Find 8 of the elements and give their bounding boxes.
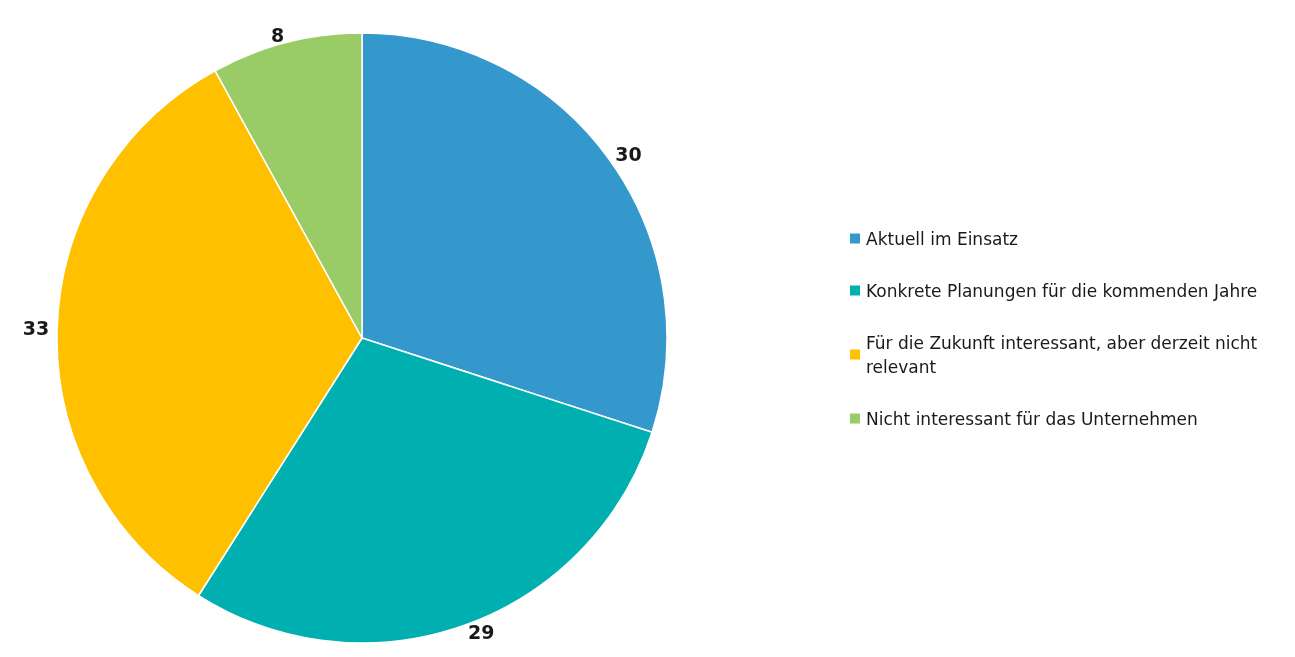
legend-label: Aktuell im Einsatz xyxy=(866,228,1019,249)
data-label: 30 xyxy=(615,143,642,166)
legend-label: Nicht interessant für das Unternehmen xyxy=(866,408,1198,429)
legend-label: Konkrete Planungen für die kommenden Jahre xyxy=(866,280,1258,301)
data-label: 8 xyxy=(270,23,285,46)
legend-label: Für die Zukunft interessant, aber derzeit nicht relevant xyxy=(866,332,1263,377)
data-label: 29 xyxy=(468,621,495,644)
data-label: 33 xyxy=(22,317,50,340)
